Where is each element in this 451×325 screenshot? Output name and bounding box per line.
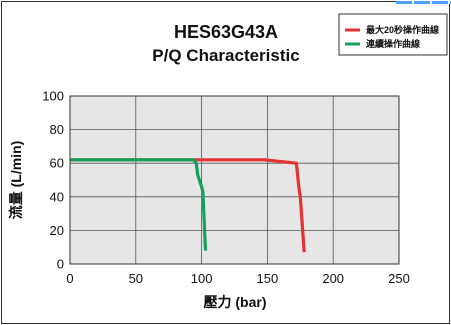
top-accent-bar xyxy=(396,1,451,4)
plot-border xyxy=(69,95,400,265)
chart-title: HES63G43A xyxy=(174,22,278,42)
y-tick-label: 60 xyxy=(50,156,64,171)
y-tick-label: 20 xyxy=(50,223,64,238)
series-line-max20s xyxy=(70,158,306,253)
series-line-continuous xyxy=(70,158,208,251)
series-layer xyxy=(70,158,306,253)
x-tick-label: 100 xyxy=(191,271,213,286)
legend-label-continuous: 連續操作曲線 xyxy=(366,38,420,49)
y-tick-label: 0 xyxy=(57,257,64,272)
y-axis-label: 流量 (L/min) xyxy=(8,141,24,220)
x-tick-label: 250 xyxy=(388,271,410,286)
x-tick-label: 50 xyxy=(129,271,143,286)
legend-box xyxy=(338,13,448,56)
legend: 最大20秒操作曲線 連續操作曲線 xyxy=(338,13,448,56)
y-tick-label: 100 xyxy=(42,89,64,104)
x-tick-labels: 0 50 100 150 200 250 xyxy=(66,271,409,286)
chart-subtitle: P/Q Characteristic xyxy=(152,46,299,65)
plot-area xyxy=(70,96,399,264)
x-tick-label: 200 xyxy=(322,271,344,286)
x-axis-label: 壓力 (bar) xyxy=(204,294,267,310)
x-tick-label: 150 xyxy=(257,271,279,286)
y-tick-label: 40 xyxy=(50,189,64,204)
y-tick-label: 80 xyxy=(50,122,64,137)
legend-label-max20s: 最大20秒操作曲線 xyxy=(366,24,439,35)
x-tick-label: 0 xyxy=(66,271,73,286)
y-tick-labels: 0 20 40 60 80 100 xyxy=(42,89,64,272)
